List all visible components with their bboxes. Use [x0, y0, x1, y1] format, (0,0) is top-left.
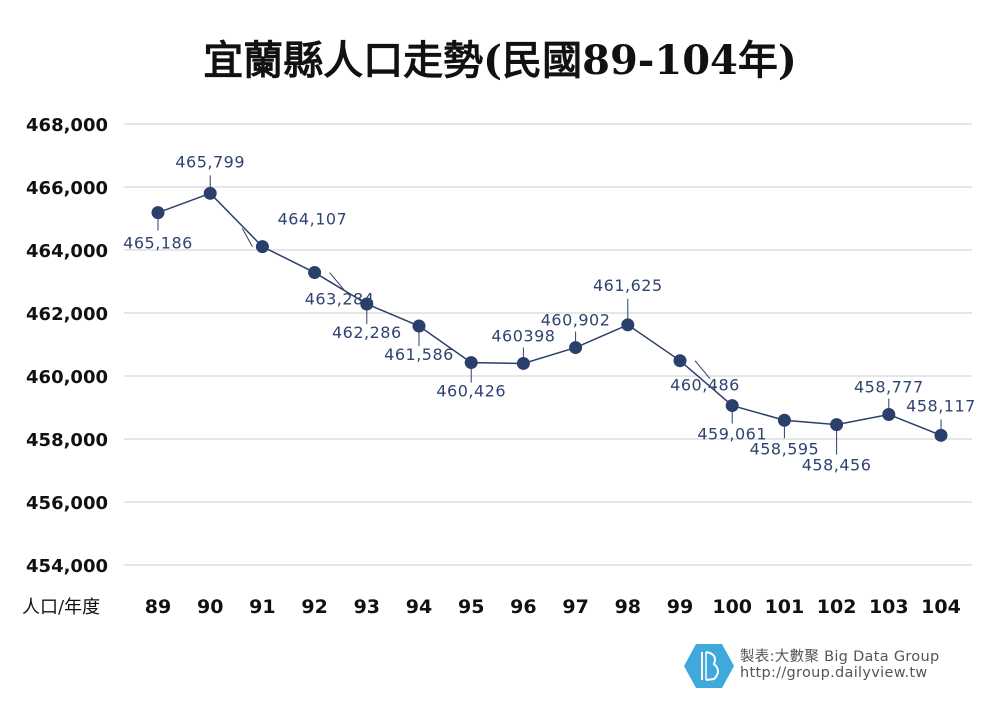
data-point — [934, 428, 948, 442]
footer-credit: 製表:大數聚 Big Data Group — [740, 649, 940, 665]
data-label: 462,286 — [332, 323, 402, 342]
data-point — [882, 408, 896, 422]
x-tick-label: 94 — [406, 596, 432, 618]
y-tick-label: 466,000 — [26, 178, 108, 199]
y-tick-label: 460,000 — [26, 367, 108, 388]
y-tick-label: 462,000 — [26, 304, 108, 325]
x-tick-label: 96 — [510, 596, 536, 618]
data-label: 461,625 — [593, 276, 663, 295]
leader-line — [694, 360, 711, 380]
footer: 製表:大數聚 Big Data Group http://group.daily… — [684, 641, 984, 691]
data-point — [464, 356, 478, 370]
y-tick-label: 458,000 — [26, 430, 108, 451]
data-point — [516, 356, 530, 370]
data-point — [203, 186, 217, 200]
chart-title: 宜蘭縣人口走勢(民國89-104年) — [203, 37, 797, 84]
data-point — [151, 206, 165, 220]
data-point — [673, 354, 687, 368]
x-axis-label: 人口/年度 — [22, 597, 100, 618]
footer-url[interactable]: http://group.dailyview.tw — [740, 665, 928, 681]
data-point — [569, 341, 583, 355]
line-chart: 454,000 456,000 458,000 460,000 462,000 464,0… — [22, 115, 976, 618]
data-label: 460,426 — [436, 382, 506, 401]
data-label: 458,456 — [802, 456, 872, 475]
data-label: 465,186 — [123, 234, 193, 253]
data-label: 460,902 — [541, 311, 611, 330]
x-tick-label: 104 — [921, 596, 961, 618]
x-tick-label: 102 — [817, 596, 857, 618]
x-tick-label: 90 — [197, 596, 223, 618]
big-data-group-logo — [684, 644, 734, 688]
leader-line — [329, 272, 345, 291]
x-tick-label: 99 — [667, 596, 693, 618]
x-tick-label: 91 — [249, 596, 275, 618]
y-tick-label: 454,000 — [26, 556, 108, 577]
data-point — [412, 319, 426, 333]
data-label: 458,777 — [854, 378, 924, 397]
x-tick-label: 97 — [562, 596, 588, 618]
data-point — [830, 418, 844, 432]
data-point — [621, 318, 635, 332]
data-label: 460398 — [491, 326, 555, 345]
data-point — [308, 266, 322, 280]
x-tick-label: 92 — [301, 596, 327, 618]
data-label: 458,595 — [750, 439, 820, 458]
data-point — [360, 297, 374, 311]
data-label: 458,117 — [906, 396, 976, 415]
y-tick-label: 464,000 — [26, 241, 108, 262]
data-label: 464,107 — [278, 210, 348, 229]
data-point — [725, 399, 739, 413]
x-tick-label: 93 — [354, 596, 380, 618]
x-tick-label: 100 — [712, 596, 752, 618]
data-label: 465,799 — [175, 152, 245, 171]
x-tick-label: 98 — [615, 596, 641, 618]
x-tick-label: 89 — [145, 596, 171, 618]
data-point — [777, 413, 791, 427]
x-tick-label: 103 — [869, 596, 909, 618]
data-point — [255, 240, 269, 254]
leader-line — [241, 228, 253, 247]
data-label: 461,586 — [384, 345, 454, 364]
y-tick-label: 456,000 — [26, 493, 108, 514]
data-label: 460,486 — [670, 376, 740, 395]
x-tick-label: 101 — [765, 596, 805, 618]
x-tick-label: 95 — [458, 596, 484, 618]
data-label: 463,284 — [305, 290, 375, 309]
y-tick-label: 468,000 — [26, 115, 108, 136]
data-label: 459,061 — [697, 425, 767, 444]
series-line — [157, 192, 942, 437]
